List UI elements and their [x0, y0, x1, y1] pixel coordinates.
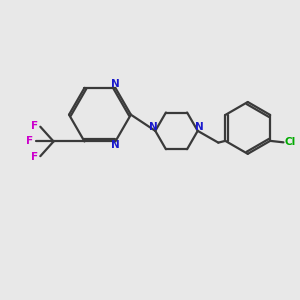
Text: Cl: Cl — [284, 137, 296, 147]
Text: N: N — [149, 122, 158, 132]
Text: F: F — [32, 152, 39, 162]
Text: F: F — [26, 136, 34, 146]
Text: N: N — [111, 140, 120, 150]
Text: F: F — [32, 121, 39, 131]
Text: N: N — [195, 122, 203, 132]
Text: N: N — [111, 79, 120, 89]
